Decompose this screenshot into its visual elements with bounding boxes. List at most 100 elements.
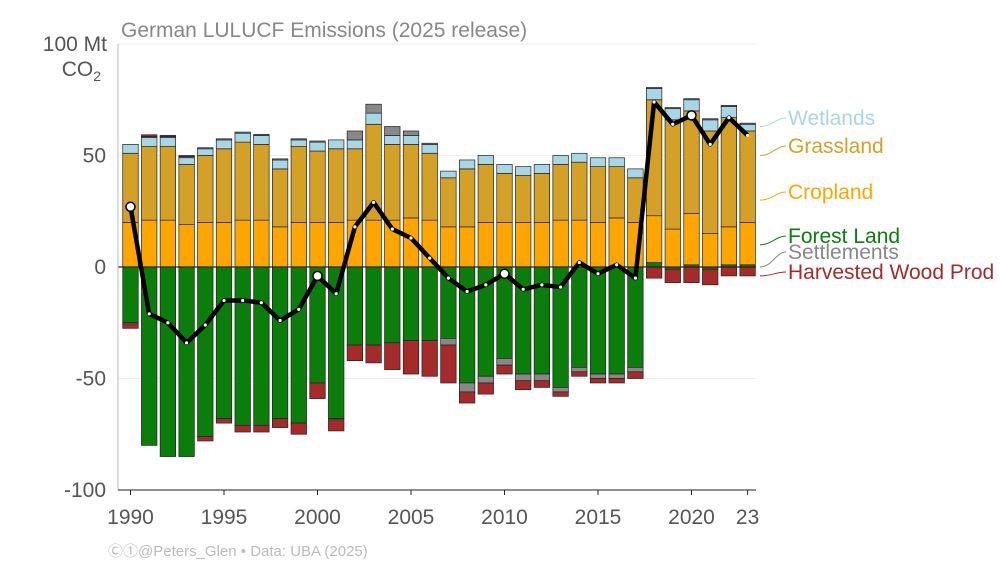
bar-forest-2006 (421, 266, 438, 341)
bar-hwp-2014 (571, 371, 588, 377)
bar-cropland-1999 (290, 222, 307, 268)
bar-grassland-2004 (384, 144, 401, 221)
net-point-2013 (559, 285, 563, 289)
bar-cropland-2014 (571, 219, 588, 268)
bar-wetlands-1991 (141, 137, 158, 147)
bar-forest-2005 (402, 266, 420, 341)
bar-cropland-1993 (178, 224, 195, 268)
bar-settlements-2022 (720, 104, 738, 107)
bars-group (122, 87, 756, 457)
legend-leader (759, 145, 787, 156)
net-point-2002 (353, 225, 357, 229)
bar-cropland-2019 (664, 228, 681, 268)
bar-cropland-2015 (589, 222, 607, 268)
bar-grassland-2016 (608, 166, 625, 219)
bar-settlements-2010 (496, 358, 513, 366)
bar-wetlands-2002 (346, 139, 363, 150)
bar-stack-2003 (365, 103, 382, 364)
bar-wetlands-2010 (496, 164, 513, 174)
bar-stack-2005 (402, 130, 420, 375)
bar-hwp-1994 (197, 436, 214, 442)
net-point-1998 (278, 318, 282, 323)
bar-stack-1997 (253, 133, 270, 433)
bar-stack-2002 (346, 130, 363, 362)
x-tick-label: 2000 (294, 506, 341, 529)
bar-forest-1992 (159, 266, 176, 457)
net-point-2003 (372, 200, 376, 204)
bar-cropland-1992 (159, 219, 176, 268)
bar-cropland-2007 (440, 226, 457, 268)
bar-cropland-2023 (739, 222, 756, 266)
bar-hwp-2011 (515, 380, 532, 391)
legend-label: Grassland (788, 135, 884, 158)
x-tick-label: 1995 (201, 506, 248, 529)
bar-settlements-2009 (477, 375, 494, 384)
bar-stack-2012 (533, 164, 551, 388)
bar-hwp-2008 (459, 391, 476, 404)
bar-grassland-2022 (720, 117, 738, 228)
bar-cropland-2011 (515, 222, 532, 268)
legend-label: Harvested Wood Prod (788, 261, 994, 284)
x-tick-label: 2010 (481, 506, 528, 529)
net-point-2023 (746, 133, 750, 138)
bar-settlements-2002 (346, 130, 363, 141)
bar-cropland-2013 (552, 219, 569, 268)
bar-hwp-2023 (739, 266, 756, 277)
bar-stack-1992 (159, 135, 176, 457)
bar-cropland-2020 (683, 213, 700, 266)
bar-wetlands-2017 (627, 168, 644, 179)
net-point-2015 (596, 272, 600, 276)
bar-wetlands-1995 (215, 139, 233, 150)
legend-label: Settlements (788, 241, 899, 264)
bar-grassland-2006 (421, 152, 438, 221)
x-tick-label: 23 (736, 506, 759, 529)
bar-wetlands-1997 (253, 135, 270, 145)
bar-hwp-2003 (365, 344, 382, 364)
bar-cropland-2022 (720, 226, 738, 266)
bar-forest-2004 (384, 266, 401, 344)
bar-grassland-2011 (515, 175, 532, 223)
bar-cropland-1996 (234, 219, 251, 268)
legend-label: Forest Land (788, 225, 900, 248)
net-point-1995 (222, 298, 226, 303)
x-axis: 1990 1995 2000 2005 2010 2015 2020 23 (107, 489, 759, 529)
bar-wetlands-1998 (272, 159, 289, 170)
net-point-2009 (484, 283, 488, 287)
bar-grassland-2014 (571, 161, 588, 221)
bar-grassland-1997 (253, 144, 270, 221)
legend-leader (759, 117, 787, 128)
bar-stack-2023 (739, 122, 756, 277)
legend-leader (759, 235, 787, 246)
bar-wetlands-2009 (477, 155, 494, 165)
y-axis: 50 0 -50 -100 (64, 44, 119, 502)
bar-stack-2007 (440, 170, 457, 384)
bar-settlements-1999 (290, 138, 307, 141)
bar-cropland-2010 (496, 222, 513, 268)
bar-stack-2015 (589, 157, 607, 384)
bar-grassland-1992 (159, 146, 176, 221)
net-point-1994 (203, 323, 207, 327)
bar-wetlands-2001 (328, 139, 345, 150)
bar-forest-2003 (365, 266, 382, 346)
net-point-2007 (446, 276, 450, 280)
net-point-1992 (166, 321, 170, 325)
bar-cropland-2021 (702, 233, 719, 268)
bar-hwp-2019 (664, 268, 681, 283)
legend-leader (759, 191, 787, 201)
bar-stack-2014 (571, 152, 588, 377)
bar-cropland-2012 (533, 222, 551, 268)
bar-settlements-2015 (589, 373, 607, 379)
bar-hwp-2022 (720, 266, 738, 277)
x-tick-label: 2020 (668, 506, 715, 529)
bar-wetlands-1993 (178, 157, 195, 165)
bar-wetlands-1996 (234, 132, 251, 143)
bar-cropland-1994 (197, 222, 214, 268)
bar-grassland-2012 (533, 172, 551, 223)
bar-stack-1998 (272, 158, 289, 428)
x-tick-label: 2015 (575, 506, 622, 529)
bar-stack-1994 (197, 147, 214, 442)
bar-forest-1994 (197, 266, 214, 437)
bar-settlements-2020 (683, 98, 700, 101)
bar-hwp-2021 (702, 268, 719, 286)
bar-grassland-1999 (290, 146, 307, 223)
